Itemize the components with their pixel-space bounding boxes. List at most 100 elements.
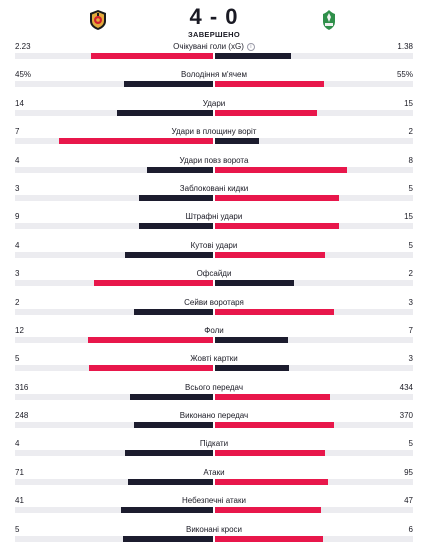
home-bar-track (15, 478, 213, 485)
away-bar-track (215, 166, 413, 173)
home-stat-value: 248 (15, 411, 29, 421)
stat-label-text: Офсайди (196, 269, 232, 279)
stat-label: Заблоковані кидки (0, 184, 428, 193)
away-bar-track (215, 365, 413, 372)
stat-label-text: Володіння м'ячем (181, 70, 247, 80)
home-stat-value: 3 (15, 183, 20, 193)
home-stat-value: 4 (15, 240, 20, 250)
stat-row: 316 Всього передач 434 (0, 381, 428, 409)
stat-label: Удари повз ворота (0, 156, 428, 165)
home-bar-fill (129, 393, 213, 400)
home-bar-fill (59, 138, 213, 145)
home-bar-track (15, 251, 213, 258)
home-bar-fill (128, 478, 213, 485)
home-bar-fill (123, 535, 213, 542)
away-bar-fill (215, 535, 323, 542)
home-bar-fill (90, 53, 213, 59)
home-bar-track (15, 223, 213, 230)
match-status: ЗАВЕРШЕНО (187, 30, 241, 39)
home-bar-track (15, 138, 213, 145)
home-team-logo-icon[interactable] (88, 9, 108, 31)
stat-label-text: Підкати (199, 439, 229, 449)
info-icon[interactable]: i (246, 42, 255, 51)
home-bar-track (15, 450, 213, 457)
home-stat-value: 14 (15, 98, 24, 108)
away-stat-value: 15 (404, 98, 413, 108)
home-bar-track (15, 535, 213, 542)
away-bar-track (215, 393, 413, 400)
stat-label: Сейви воротаря (0, 298, 428, 307)
away-bar-track (215, 336, 413, 343)
stat-label: Небезпечні атаки (0, 496, 428, 505)
home-bar-fill (123, 81, 213, 88)
home-stat-value: 4 (15, 155, 20, 165)
stat-label: Кутові удари (0, 241, 428, 250)
stat-label: Фоли (0, 326, 428, 335)
stat-label: Удари (0, 99, 428, 108)
away-bar-track (215, 251, 413, 258)
home-bar-fill (138, 194, 213, 201)
home-bar-track (15, 81, 213, 88)
stat-label: Всього передач (0, 383, 428, 392)
stat-row: 71 Атаки 95 (0, 466, 428, 494)
away-bar-track (215, 280, 413, 287)
home-bar-track (15, 53, 213, 59)
away-bar-track (215, 422, 413, 429)
home-stat-value: 5 (15, 354, 20, 364)
away-bar-track (215, 535, 413, 542)
away-bar-fill (215, 251, 325, 258)
away-bar-fill (215, 336, 288, 343)
home-bar-track (15, 280, 213, 287)
stat-row: 3 Офсайди 2 (0, 267, 428, 295)
stat-row: 4 Удари повз ворота 8 (0, 154, 428, 182)
away-bar-fill (215, 393, 330, 400)
away-bar-fill (215, 109, 318, 116)
match-score: 4 - 0 (189, 4, 239, 29)
away-stat-value: 47 (404, 496, 413, 506)
stat-label-text: Небезпечні атаки (182, 496, 246, 506)
away-bar-fill (215, 450, 325, 457)
stat-label: Атаки (0, 468, 428, 477)
stat-label-text: Виконані кроси (186, 524, 242, 534)
stat-row: 2.23 Очікувані голи (xG) i 1.38 (0, 40, 428, 68)
home-bar-track (15, 365, 213, 372)
stat-row: 3 Заблоковані кидки 5 (0, 182, 428, 210)
away-stat-value: 2 (408, 127, 413, 137)
away-bar-fill (215, 194, 339, 201)
stat-row: 9 Штрафні удари 15 (0, 210, 428, 238)
home-bar-fill (125, 450, 213, 457)
home-stat-value: 5 (15, 524, 20, 534)
home-bar-fill (147, 166, 213, 173)
home-bar-track (15, 336, 213, 343)
away-bar-fill (215, 53, 291, 59)
away-stat-value: 1.38 (397, 42, 413, 51)
away-bar-fill (215, 422, 334, 429)
away-bar-fill (215, 280, 295, 287)
away-bar-track (215, 223, 413, 230)
home-stat-value: 316 (15, 382, 29, 392)
away-bar-track (215, 138, 413, 145)
away-stat-value: 3 (408, 354, 413, 364)
stat-label: Удари в площину воріт (0, 127, 428, 136)
stat-label-text: Очікувані голи (xG) (173, 42, 244, 51)
stat-row: 248 Виконано передач 370 (0, 409, 428, 437)
stat-label-text: Сейви воротаря (184, 297, 244, 307)
home-bar-fill (133, 308, 213, 315)
away-bar-fill (215, 81, 324, 88)
away-stat-value: 95 (404, 467, 413, 477)
stat-label-text: Удари в площину воріт (171, 127, 257, 137)
home-bar-track (15, 422, 213, 429)
away-bar-track (215, 53, 413, 59)
home-bar-track (15, 507, 213, 514)
stat-label-text: Удари повз ворота (179, 155, 249, 165)
stat-label: Жовті картки (0, 354, 428, 363)
away-stat-value: 2 (408, 269, 413, 279)
home-bar-track (15, 194, 213, 201)
home-bar-track (15, 166, 213, 173)
stat-label: Очікувані голи (xG) i (0, 42, 428, 51)
home-stat-value: 12 (15, 325, 24, 335)
home-bar-track (15, 308, 213, 315)
stat-label-text: Виконано передач (179, 411, 249, 421)
away-team-logo-icon[interactable] (319, 9, 339, 31)
away-bar-track (215, 308, 413, 315)
